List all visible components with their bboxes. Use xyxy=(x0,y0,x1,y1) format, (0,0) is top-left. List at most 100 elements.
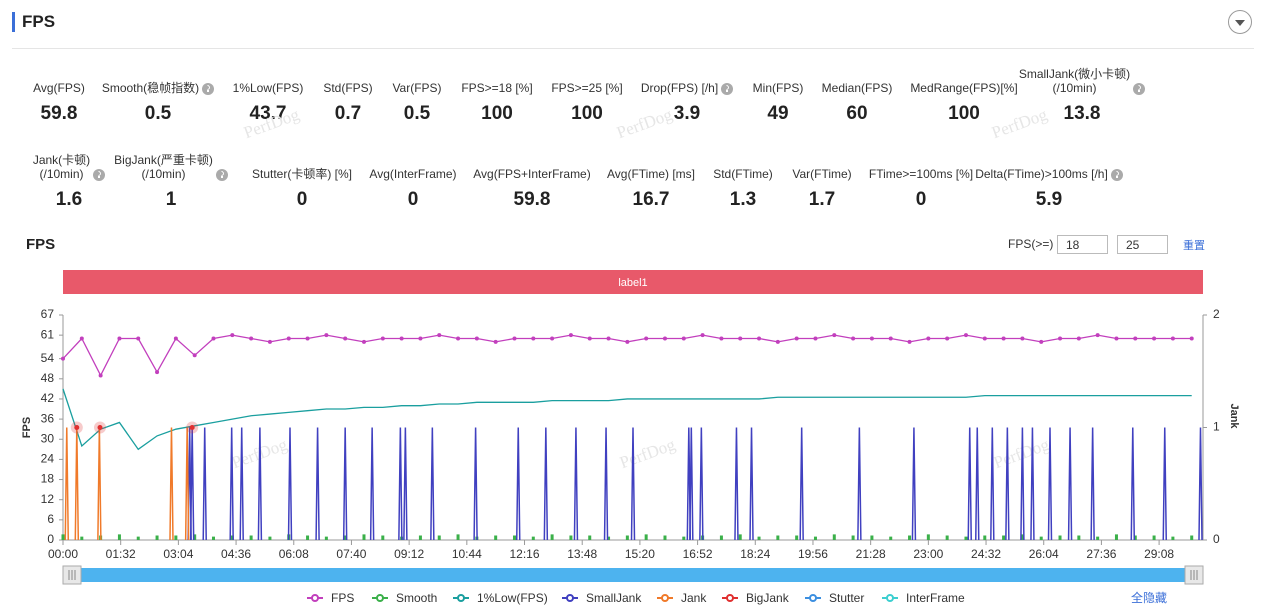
threshold-label: FPS(>=) xyxy=(1008,237,1054,251)
stat-label-text: Avg(InterFrame) xyxy=(369,167,457,181)
legend-label[interactable]: 1%Low(FPS) xyxy=(477,591,548,605)
stat-value: 0 xyxy=(915,189,927,210)
stat-label-text: Delta(FTime)>100ms [/h] xyxy=(975,167,1108,181)
series-spike xyxy=(699,427,704,541)
series-bar xyxy=(381,535,385,540)
series-spike xyxy=(229,427,234,541)
x-tick-label: 27:36 xyxy=(1086,547,1116,561)
series-point xyxy=(418,336,423,341)
series-point xyxy=(851,336,856,341)
series-spike xyxy=(1047,427,1053,541)
series-point xyxy=(192,353,197,358)
series-point xyxy=(644,336,649,341)
series-spike xyxy=(74,427,80,541)
legend-label[interactable]: InterFrame xyxy=(906,591,965,605)
series-bar xyxy=(531,536,535,540)
series-spike xyxy=(573,427,579,541)
legend-label[interactable]: SmallJank xyxy=(586,591,642,605)
series-point xyxy=(662,336,667,341)
series-bar xyxy=(607,536,611,540)
series-spike xyxy=(169,427,174,541)
stat-label: FTime>=100ms [%] xyxy=(846,151,996,181)
series-spike xyxy=(403,427,408,541)
x-tick-label: 26:04 xyxy=(1029,547,1059,561)
series-bar xyxy=(1020,534,1024,540)
series-bar xyxy=(136,536,140,540)
watermark: PerfDog xyxy=(989,105,1050,143)
series-bar xyxy=(738,534,742,540)
stat-label-text: Min(FPS) xyxy=(752,81,804,95)
legend-label[interactable]: Smooth xyxy=(396,591,437,605)
stat-value: 0.7 xyxy=(334,103,362,124)
series-spike xyxy=(603,427,609,541)
hide-all[interactable]: 全隐藏 xyxy=(1131,590,1167,605)
series-point xyxy=(888,336,893,341)
series-bar xyxy=(908,535,912,540)
series-bar xyxy=(1077,535,1081,540)
label-band-text: label1 xyxy=(618,277,647,289)
stat-value: 16.7 xyxy=(632,189,670,210)
stat-label-text: FTime>=100ms [%] xyxy=(868,167,974,181)
x-tick-label: 18:24 xyxy=(740,547,770,561)
x-tick-label: 16:52 xyxy=(683,547,713,561)
series-bar xyxy=(268,536,272,540)
series-point xyxy=(681,336,686,341)
series-bar xyxy=(418,535,422,540)
series-bar xyxy=(155,535,159,540)
series-spike xyxy=(1005,427,1010,541)
series-point xyxy=(1039,339,1044,344)
threshold-input[interactable]: 25 xyxy=(1117,235,1168,254)
stat-label-text: Smooth(稳帧指数) xyxy=(101,81,200,95)
series-bar xyxy=(945,535,949,540)
watermark: PerfDog xyxy=(617,435,678,473)
stat-label: MedRange(FPS)[%] xyxy=(889,65,1039,95)
series-point xyxy=(437,333,442,338)
stat-value: 1.6 xyxy=(55,189,83,210)
legend-label[interactable]: FPS xyxy=(331,591,354,605)
stat: Delta(FTime)>100ms [/h] 5.9 xyxy=(974,151,1124,211)
y-tick-label: 42 xyxy=(41,391,55,405)
series-point xyxy=(794,336,799,341)
series-bar xyxy=(569,535,573,540)
series-point xyxy=(267,339,272,344)
stat-value: 100 xyxy=(948,103,980,124)
legend-marker xyxy=(457,594,465,602)
series-spike xyxy=(689,427,694,541)
stat-label: Var(FPS) xyxy=(342,65,492,95)
stat-label-text: Std(FTime) xyxy=(713,167,773,181)
series-point xyxy=(1095,333,1100,338)
stat: Std(FTime) 1.3 xyxy=(668,151,818,211)
series-bar xyxy=(813,536,817,540)
legend-label[interactable]: BigJank xyxy=(746,591,790,605)
series-spike xyxy=(630,427,636,541)
y-tick-label: 61 xyxy=(41,327,55,341)
stat-label-text: SmallJank(微小卡顿) (/10min) xyxy=(1018,67,1131,95)
collapse-button[interactable] xyxy=(1228,10,1252,34)
stat-label: Avg(FPS) xyxy=(0,65,134,95)
chart-title: FPS xyxy=(26,236,56,253)
y-tick-label: 18 xyxy=(41,472,55,486)
series-point xyxy=(1020,336,1025,341)
series-point xyxy=(1076,336,1081,341)
series-spike xyxy=(749,427,754,541)
series-spike xyxy=(990,427,995,541)
legend-label[interactable]: Jank xyxy=(681,591,707,605)
x-tick-label: 24:32 xyxy=(971,547,1001,561)
stat-label-text: FPS>=25 [%] xyxy=(551,81,623,95)
series-point xyxy=(117,336,122,341)
stat: Jank(卡顿) (/10min) 1.6 xyxy=(0,151,144,211)
watermark: PerfDog xyxy=(614,105,675,143)
series-bar xyxy=(512,535,516,540)
legend-label[interactable]: Stutter xyxy=(829,591,864,605)
series-point xyxy=(606,336,611,341)
stat: Avg(InterFrame) 0 xyxy=(338,151,488,211)
help-icon xyxy=(1133,83,1146,95)
stat-value: 43.7 xyxy=(249,103,287,124)
series-point xyxy=(907,339,912,344)
series-point xyxy=(399,336,404,341)
stat-label: Delta(FTime)>100ms [/h] xyxy=(974,151,1124,181)
threshold-input[interactable]: 18 xyxy=(1057,235,1108,254)
reset-button[interactable]: 重置 xyxy=(1183,240,1205,252)
series-bar xyxy=(324,536,328,540)
stat: SmallJank(微小卡顿) (/10min) 13.8 xyxy=(1007,65,1157,125)
